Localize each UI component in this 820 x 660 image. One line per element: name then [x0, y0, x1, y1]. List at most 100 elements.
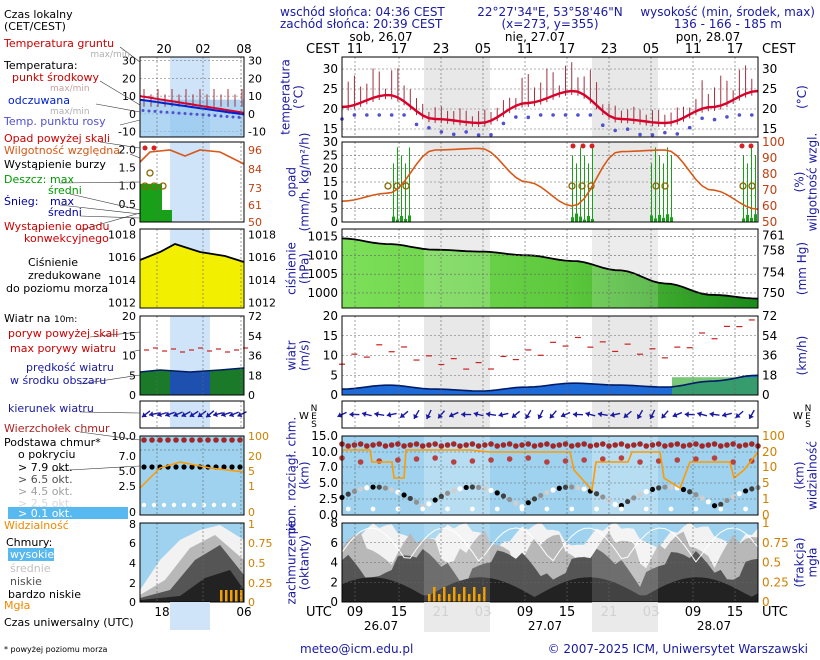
legend-utc-tick: 06	[236, 605, 251, 619]
storm-marker	[402, 182, 410, 190]
precip-above-marker	[739, 143, 745, 149]
wind-arrow-head	[636, 413, 643, 419]
legend-cloud-top-dot	[237, 437, 243, 443]
legend-gust-max: max porywy wiatru	[10, 342, 116, 355]
footer-email[interactable]: meteo@icm.edu.pl	[300, 642, 413, 656]
storm-marker	[384, 182, 392, 190]
temp-left-tick: 15	[323, 122, 338, 136]
cc-left-tick: 8	[330, 516, 338, 530]
coords-text: 22°27'34"E, 53°58'46"N	[477, 5, 622, 19]
cloud-base-dot	[382, 485, 389, 491]
compass-e: E	[311, 412, 317, 422]
legend-temp-maxmin: max/min	[50, 84, 90, 94]
legend-wind-arrow	[205, 410, 215, 418]
cloud-base-dot	[637, 491, 643, 498]
legend-cl-vlow: bardzo niskie	[8, 588, 81, 601]
cloud-base-dot	[370, 484, 376, 490]
vis-right-tick: 10	[762, 460, 777, 474]
legend-wind-arrow-head	[206, 412, 212, 418]
legend-okt-65: > 6.5 okt.	[18, 473, 73, 486]
cloud-base-dot	[513, 500, 519, 506]
wind-direction-arrow	[511, 410, 521, 419]
legend-ground-temp: Temperatura gruntu	[3, 37, 114, 50]
legend-cb-left-tick: 0	[129, 506, 136, 519]
legend-cloud-base-white	[151, 502, 157, 508]
cloud-top-dot-low	[395, 457, 401, 463]
legend-pres-left-tick: 1016	[108, 251, 136, 264]
wind-arrow-head	[374, 411, 379, 418]
legend-wind-right-tick: 0	[248, 389, 255, 402]
legend-dew-dot	[159, 110, 163, 114]
dew-point-dot	[365, 113, 369, 117]
legend-cloud-base-white	[221, 502, 227, 508]
legend-temp-right-tick: 20	[248, 72, 262, 85]
cloud-base-dot	[457, 486, 463, 492]
cloud-base-sky	[342, 436, 758, 515]
utc-label-left: UTC	[306, 605, 332, 620]
pressure-left-tick: 1000	[307, 286, 338, 300]
elevation-label: wysokość (min, środek, max)	[640, 5, 815, 19]
legend-cb-left-tick: 8	[129, 518, 136, 531]
precip-left-tick: 0	[330, 215, 338, 229]
cloud-base-dot	[351, 488, 358, 494]
legend-wind-arrow-head	[165, 411, 171, 418]
cloud-top-dot	[736, 443, 743, 449]
wind-panel-night-band	[424, 316, 490, 395]
legend-humidity-right-tick: 61	[248, 199, 262, 212]
humidity-series-line	[341, 147, 759, 210]
legend-connector	[79, 215, 141, 219]
legend-cloud-base-white	[181, 502, 187, 508]
cloud-top-dot	[364, 443, 370, 449]
humidity-right-tick: 70	[762, 183, 777, 197]
legend-cloud-base-dot	[221, 464, 227, 470]
cloud-base-dot	[705, 499, 711, 505]
cloud-base-dot	[345, 491, 351, 497]
legend-vis-right-tick: 5	[248, 465, 255, 478]
cloud-top-dot-low	[525, 455, 532, 461]
fog-axis-label-line: mgła	[806, 547, 820, 577]
cloud-base-dot	[581, 486, 587, 492]
cc-left-tick: 6	[330, 536, 338, 550]
cloud-top-dot-low	[506, 456, 513, 462]
legend-okt-01: > 0.1 okt.	[18, 507, 73, 520]
precip-bar	[754, 214, 757, 222]
legend-cloud-base-2: o pokryciu	[18, 448, 75, 461]
dew-point-dot	[625, 127, 630, 131]
legend-pres-right-tick: 1014	[248, 274, 276, 287]
legend-conv-2: konwekcyjnego	[24, 232, 109, 245]
cloud-base-dot-low	[743, 506, 748, 512]
humidity-axis-label-line: (%)	[793, 172, 807, 193]
local-time-tick: 23	[433, 42, 450, 57]
dew-point-dot	[588, 113, 593, 117]
wind-arrow-head	[413, 413, 419, 419]
legend-okt-45: > 4.5 okt.	[18, 485, 73, 498]
legend-utc-tick: 18	[154, 605, 169, 619]
legend-cc-left-tick: 6	[129, 537, 136, 550]
humidity-right-tick: 60	[762, 199, 777, 213]
legend-rain: Deszcz:	[4, 173, 46, 186]
compass-w: W	[793, 411, 803, 422]
wind-right-tick: 0	[762, 388, 770, 402]
legend-okt-01-box	[8, 507, 128, 519]
precip-bar	[666, 214, 669, 222]
legend-connector	[129, 153, 141, 159]
legend-cloud-base-dot	[173, 464, 179, 470]
legend-temp-line	[139, 95, 245, 114]
cloud-base-dot	[395, 489, 401, 495]
cc-left-tick: 0	[330, 595, 338, 609]
cloud-base-dot-low	[345, 506, 351, 512]
cloud-total-line	[341, 527, 759, 563]
legend-rain-mean: średni	[48, 184, 82, 197]
dew-point-dot	[464, 130, 468, 134]
pressure-axis-label-line: ciśnienie	[285, 242, 299, 295]
pressure-left-tick: 1005	[307, 267, 338, 281]
dew-point-dot	[576, 113, 580, 117]
legend-cloud-base-dot	[189, 464, 195, 470]
fog-right-tick: 0.75	[762, 536, 789, 550]
precip-bar	[587, 216, 590, 222]
pressure-axis-label: ciśnienie (hPa)	[285, 242, 312, 295]
cloud-top-dot	[475, 443, 482, 449]
precip-bar	[404, 219, 407, 222]
storm-marker	[568, 182, 576, 190]
utc-time-tick: 09	[347, 605, 364, 620]
